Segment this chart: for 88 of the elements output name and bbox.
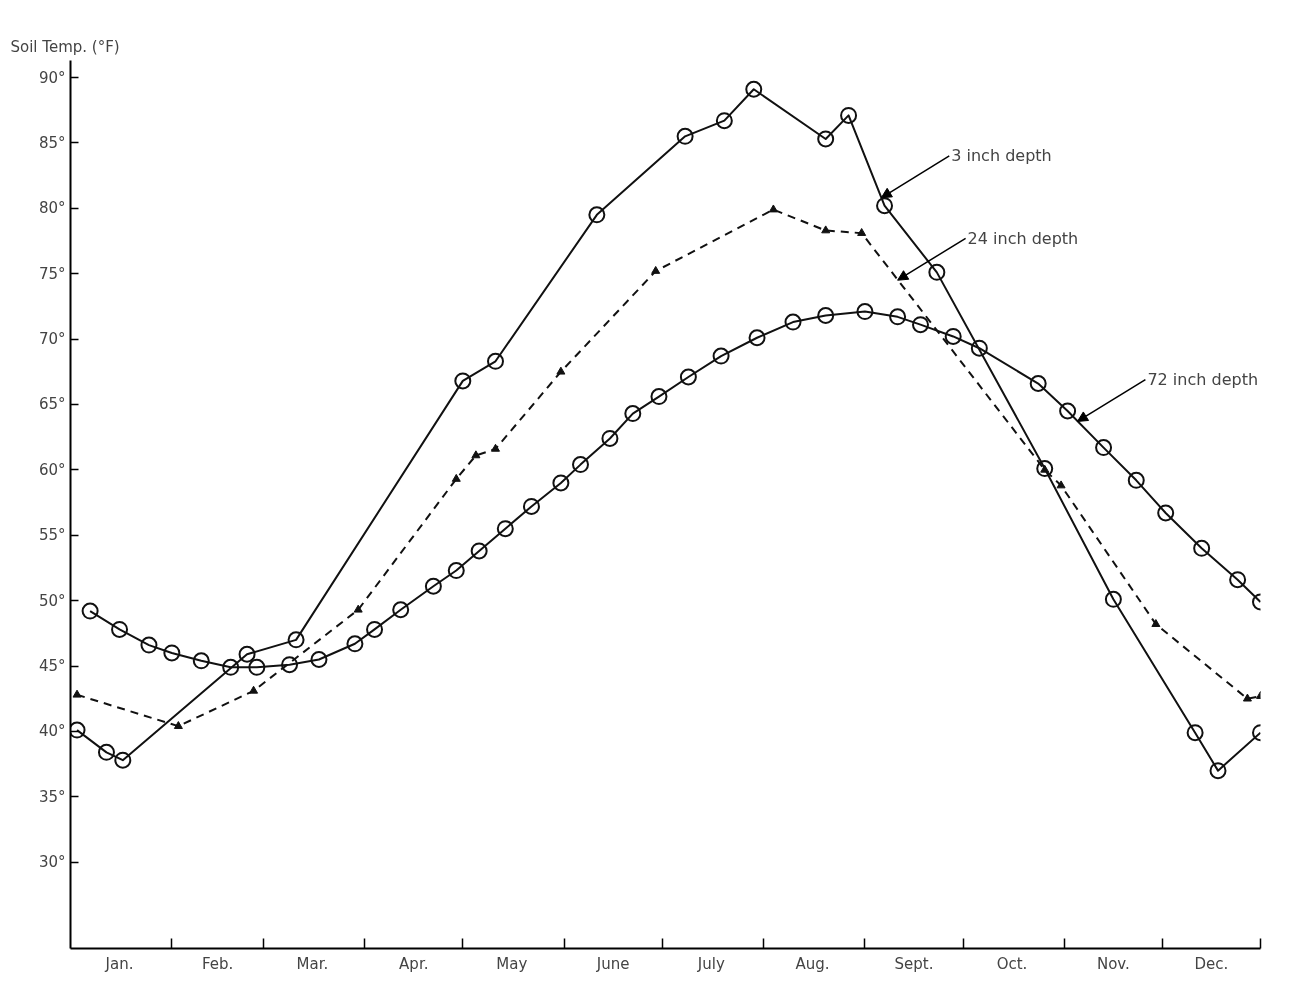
point [1104,590,1122,608]
point [353,604,363,613]
point [601,429,619,447]
point [856,303,874,321]
point [1186,724,1204,742]
point [876,197,894,215]
y-tick-label: 75° [38,264,66,283]
point [471,450,481,459]
point [287,631,305,649]
annotation: 24 inch depth [967,228,1079,248]
point [1056,480,1066,489]
point [1229,571,1247,589]
point [889,308,907,326]
point [748,329,766,347]
point [366,620,384,638]
point [712,347,730,365]
point [470,542,488,560]
point [491,443,500,452]
point [552,474,570,492]
point [1157,504,1175,522]
point [487,352,504,370]
point [857,228,867,236]
y-tick-label: 45° [38,657,66,676]
point [624,405,642,423]
y-tick-label: 65° [38,395,66,414]
x-tick-label: Sept. [894,954,934,973]
point [556,366,566,375]
point [840,106,858,124]
point [588,206,606,224]
point [650,388,668,406]
point [1127,471,1145,489]
point [447,562,465,580]
y-tick-label: 90° [38,68,66,87]
y-axis-title: Soil Temp. (°F) [10,37,120,56]
x-tick-label: Aug. [795,954,830,973]
point [1193,539,1211,557]
point [1209,762,1227,780]
annotation: 3 inch depth [951,146,1052,166]
x-tick-label: June [595,954,630,973]
point [944,327,962,345]
x-tick-label: Dec. [1194,954,1229,973]
point [817,307,835,325]
x-tick-label: Nov. [1096,954,1130,973]
point [496,520,514,538]
point [424,577,442,595]
point [679,368,697,386]
point [281,656,299,674]
x-tick-label: Mar. [296,954,329,973]
y-tick-label: 40° [38,722,66,741]
y-tick-label: 60° [38,460,66,479]
annotation: 72 inch depth [1147,369,1259,389]
point [1036,460,1054,478]
y-tick-label: 35° [38,787,66,806]
y-tick-label: 50° [38,591,66,610]
point [651,265,661,274]
y-tick-label: 30° [38,853,66,872]
point [572,456,589,474]
x-tick-label: Feb. [201,954,234,973]
y-tick-label: 55° [38,526,66,545]
point [715,112,733,130]
x-tick-label: July [696,954,725,973]
point [1029,375,1047,393]
point [912,316,929,334]
y-tick-label: 70° [38,330,66,349]
point [1242,693,1252,702]
point [451,473,461,482]
point [970,339,988,357]
point [522,497,540,515]
point [346,635,364,653]
point [821,225,831,234]
x-tick-label: May [496,954,528,973]
point [1095,439,1113,457]
point [1151,619,1161,627]
point [784,313,802,331]
y-tick-label: 80° [38,199,66,218]
point [454,372,472,390]
y-tick-label: 85° [38,133,66,152]
point [676,127,694,145]
point [745,80,763,98]
point [310,650,328,668]
point [928,263,946,281]
point [817,130,835,148]
x-tick-label: Apr. [399,954,429,973]
x-tick-label: Oct. [996,954,1028,973]
x-tick-label: Jan. [104,954,134,973]
point [392,601,410,619]
point [1059,402,1077,420]
point [768,204,778,213]
